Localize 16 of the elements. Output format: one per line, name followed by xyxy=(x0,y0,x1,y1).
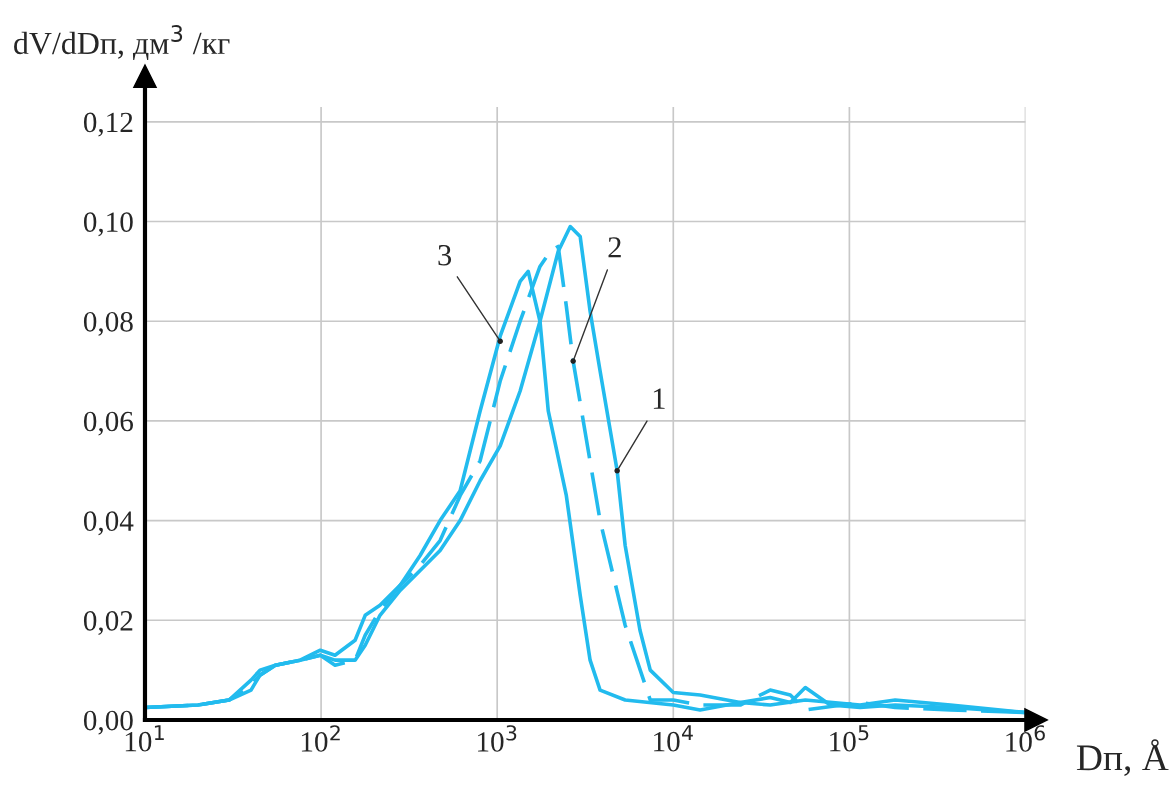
y-tick-label: 0,12 xyxy=(83,112,133,137)
x-tick-label: 10$^{4}$ xyxy=(654,725,693,752)
annotation: 3 xyxy=(438,244,452,266)
y-tick-label: 0,06 xyxy=(83,411,134,436)
annotation: 1 xyxy=(653,388,665,409)
y-tick-label: 0,04 xyxy=(83,511,134,536)
x-tick-label: 10$^{5}$ xyxy=(830,725,869,752)
y-tick-label: 0,08 xyxy=(83,311,133,336)
y-tick-label: 0,02 xyxy=(83,611,133,635)
y-tick-label: 0,10 xyxy=(83,212,133,237)
x-axis-title: Dп, Å xyxy=(1076,739,1169,776)
annotation: 2 xyxy=(608,237,621,258)
x-tick-label: 10$^{6}$ xyxy=(1006,725,1045,752)
y-axis-title: dV/dDп, дм$^{3}$ /кг xyxy=(14,25,230,61)
x-tick-label: 10$^{3}$ xyxy=(478,725,517,752)
x-tick-label: 10$^{2}$ xyxy=(301,725,340,752)
